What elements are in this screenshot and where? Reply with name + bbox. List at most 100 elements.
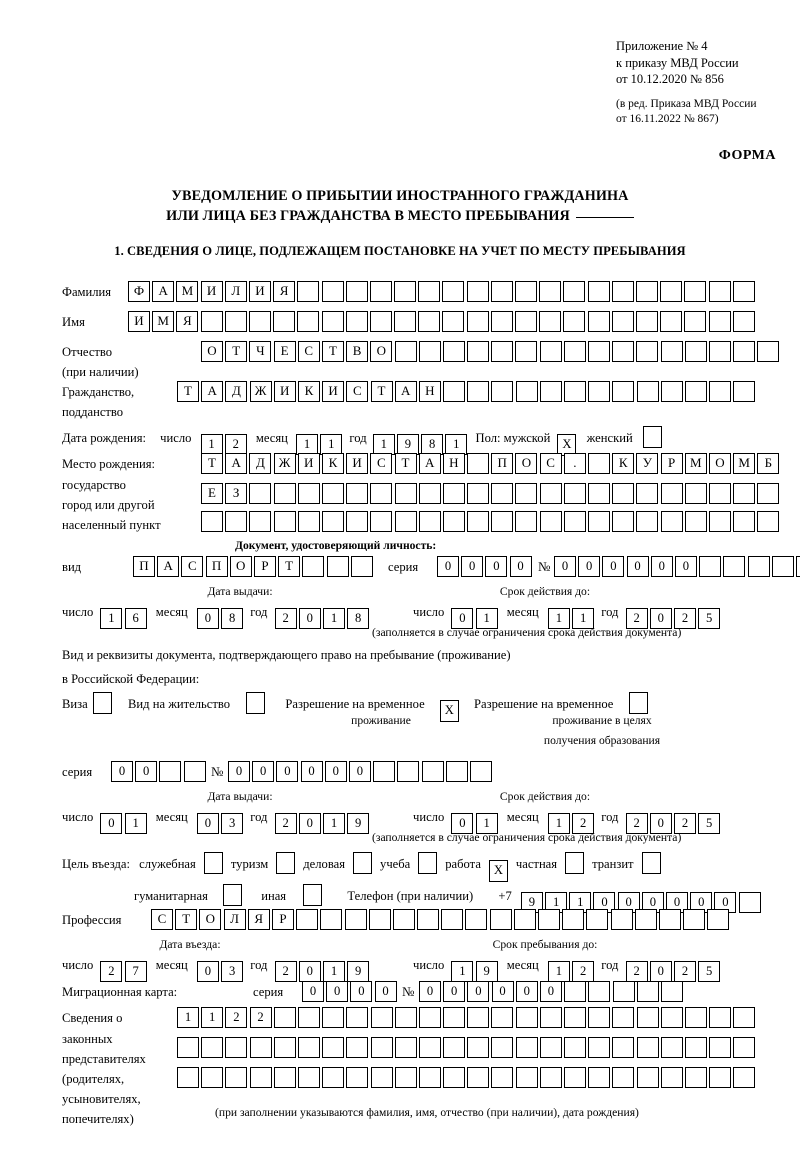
char-cell[interactable] xyxy=(771,556,794,577)
char-cell[interactable] xyxy=(708,341,731,362)
char-cell[interactable]: И xyxy=(200,281,223,302)
char-cell[interactable] xyxy=(539,1037,562,1058)
char-cell[interactable]: 1 xyxy=(177,1007,199,1028)
char-cell[interactable] xyxy=(733,483,756,504)
char-cell[interactable] xyxy=(491,1037,514,1058)
char-cell[interactable]: 0 xyxy=(326,981,349,1002)
char-cell[interactable]: О xyxy=(229,556,252,577)
char-cell[interactable] xyxy=(466,281,489,302)
char-cell[interactable] xyxy=(159,761,182,782)
char-cell[interactable] xyxy=(732,311,755,332)
char-cell[interactable] xyxy=(708,281,731,302)
char-cell[interactable] xyxy=(297,281,320,302)
char-cell[interactable] xyxy=(370,483,393,504)
char-cell[interactable] xyxy=(467,381,490,402)
residence-permit-checkbox[interactable] xyxy=(246,692,266,714)
char-cell[interactable]: И xyxy=(346,453,369,474)
char-cell[interactable]: Ч xyxy=(249,341,272,362)
char-cell[interactable]: 6 xyxy=(124,608,147,629)
char-cell[interactable]: Р xyxy=(660,453,683,474)
char-cell[interactable] xyxy=(660,1007,683,1028)
char-cell[interactable]: 8 xyxy=(421,434,444,455)
char-cell[interactable]: Е xyxy=(201,483,223,504)
char-cell[interactable] xyxy=(442,311,465,332)
char-cell[interactable]: З xyxy=(225,483,248,504)
char-cell[interactable] xyxy=(757,511,780,532)
char-cell[interactable]: 1 xyxy=(451,961,474,982)
char-cell[interactable] xyxy=(224,311,247,332)
char-cell[interactable] xyxy=(636,483,659,504)
char-cell[interactable] xyxy=(563,483,586,504)
char-cell[interactable] xyxy=(587,311,610,332)
char-cell[interactable] xyxy=(368,909,391,930)
char-cell[interactable]: М xyxy=(152,311,175,332)
other-purpose-checkbox[interactable] xyxy=(303,884,323,906)
char-cell[interactable] xyxy=(394,1067,417,1088)
char-cell[interactable] xyxy=(326,556,349,577)
char-cell[interactable]: 0 xyxy=(467,981,490,1002)
char-cell[interactable] xyxy=(684,341,707,362)
char-cell[interactable]: 2 xyxy=(100,961,123,982)
char-cell[interactable] xyxy=(660,1037,683,1058)
char-cell[interactable]: 0 xyxy=(485,556,508,577)
char-cell[interactable]: Л xyxy=(223,909,246,930)
char-cell[interactable]: М xyxy=(733,453,756,474)
char-cell[interactable]: 0 xyxy=(602,556,625,577)
char-cell[interactable]: В xyxy=(346,341,369,362)
char-cell[interactable] xyxy=(586,909,609,930)
char-cell[interactable]: 2 xyxy=(572,961,595,982)
char-cell[interactable] xyxy=(297,1007,320,1028)
char-cell[interactable] xyxy=(612,1067,635,1088)
char-cell[interactable]: О xyxy=(708,453,731,474)
char-cell[interactable] xyxy=(563,511,586,532)
char-cell[interactable] xyxy=(302,556,325,577)
char-cell[interactable]: Е xyxy=(273,341,296,362)
char-cell[interactable]: 1 xyxy=(547,608,570,629)
char-cell[interactable]: 0 xyxy=(100,813,123,834)
char-cell[interactable]: 1 xyxy=(547,813,570,834)
char-cell[interactable] xyxy=(660,1067,683,1088)
char-cell[interactable]: 0 xyxy=(196,813,219,834)
char-cell[interactable] xyxy=(795,556,800,577)
char-cell[interactable]: 0 xyxy=(515,981,538,1002)
char-cell[interactable] xyxy=(660,483,683,504)
char-cell[interactable]: 0 xyxy=(539,981,562,1002)
purpose-checkbox-4[interactable]: Х xyxy=(488,860,508,882)
char-cell[interactable] xyxy=(346,1037,369,1058)
char-cell[interactable]: 0 xyxy=(111,761,133,782)
char-cell[interactable]: 0 xyxy=(649,813,672,834)
char-cell[interactable] xyxy=(248,311,271,332)
purpose-checkbox-1[interactable] xyxy=(276,852,296,874)
char-cell[interactable] xyxy=(273,483,296,504)
char-cell[interactable] xyxy=(539,483,562,504)
char-cell[interactable] xyxy=(564,1067,586,1088)
char-cell[interactable]: 5 xyxy=(698,961,721,982)
char-cell[interactable]: М xyxy=(684,453,707,474)
char-cell[interactable]: 0 xyxy=(276,761,299,782)
char-cell[interactable] xyxy=(539,1067,562,1088)
char-cell[interactable] xyxy=(635,311,658,332)
humanitarian-checkbox[interactable] xyxy=(223,884,243,906)
char-cell[interactable] xyxy=(442,483,465,504)
char-cell[interactable] xyxy=(684,281,707,302)
char-cell[interactable] xyxy=(201,1067,224,1088)
char-cell[interactable]: 2 xyxy=(572,813,595,834)
char-cell[interactable] xyxy=(539,1007,562,1028)
char-cell[interactable]: С xyxy=(151,909,173,930)
char-cell[interactable]: 3 xyxy=(221,813,244,834)
char-cell[interactable]: 2 xyxy=(249,1007,272,1028)
char-cell[interactable]: Т xyxy=(225,341,248,362)
char-cell[interactable]: 2 xyxy=(625,608,648,629)
char-cell[interactable]: 0 xyxy=(374,981,397,1002)
char-cell[interactable]: Я xyxy=(247,909,270,930)
char-cell[interactable] xyxy=(611,311,634,332)
char-cell[interactable] xyxy=(225,1067,248,1088)
